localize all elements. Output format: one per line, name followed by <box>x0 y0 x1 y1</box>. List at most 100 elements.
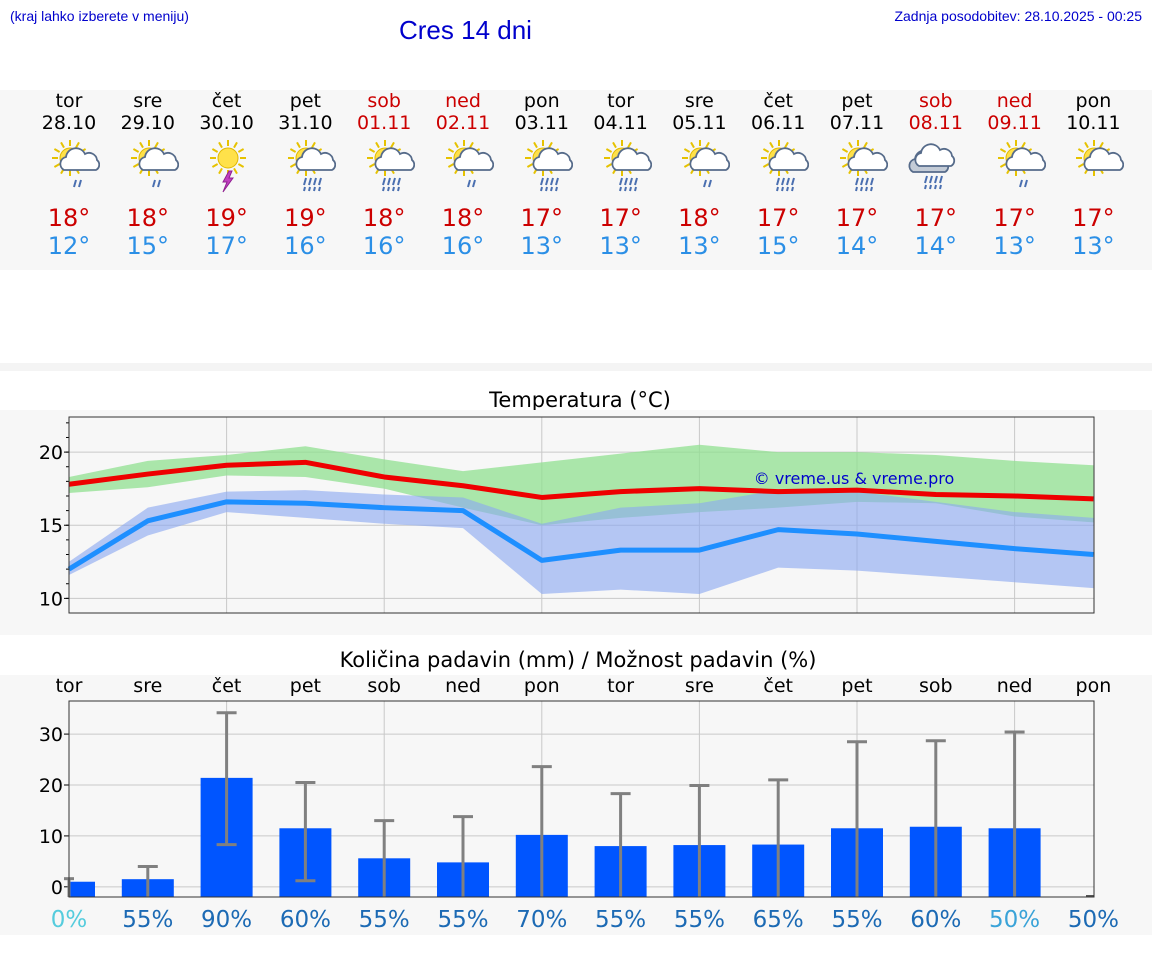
day-name: sre <box>133 90 163 112</box>
precipitation-chance-label: 70% <box>516 907 567 933</box>
min-temperature: 13° <box>993 232 1036 260</box>
section-divider <box>0 363 1152 371</box>
forecast-day-10: čet 06.11 17° 15° <box>738 90 818 260</box>
x-tick-label: ned <box>445 675 481 697</box>
sun-cloud-heavy-rain-icon <box>840 140 888 192</box>
sun-cloud-heavy-rain-icon <box>367 140 416 192</box>
day-date: 28.10 <box>41 112 97 134</box>
sun-cloud-rain-icon <box>446 140 494 188</box>
day-date: 03.11 <box>514 112 569 134</box>
last-updated-label: Zadnja posodobitev: 28.10.2025 - 00:25 <box>894 8 1142 24</box>
min-temperature: 13° <box>1072 232 1115 260</box>
min-temperature: 16° <box>441 232 485 260</box>
x-tick-label: tor <box>607 675 634 697</box>
forecast-day-2: sre 29.10 18° 15° <box>108 90 188 260</box>
max-temperature: 18° <box>362 204 406 232</box>
copyright-annotation: © vreme.us & vreme.pro <box>754 469 955 488</box>
precipitation-chance-label: 55% <box>122 907 173 933</box>
max-temperature-line <box>68 459 1094 502</box>
min-temperature: 17° <box>205 232 248 260</box>
day-name: sob <box>367 90 401 112</box>
sun-thunderstorm-icon <box>209 140 246 193</box>
precipitation-chance-label: 60% <box>910 907 961 933</box>
min-temperature: 16° <box>284 232 327 260</box>
x-tick-label: pon <box>1076 675 1112 697</box>
forecast-day-12: sob 08.11 17° 14° <box>896 90 976 260</box>
x-tick-label: sob <box>367 675 401 697</box>
sun-cloud-rain-icon <box>130 140 179 188</box>
precipitation-chance-label: 90% <box>201 907 252 933</box>
min-temperature: 15° <box>756 232 800 260</box>
day-name: čet <box>211 90 242 112</box>
x-tick-label: sob <box>919 675 953 697</box>
precipitation-chance-label: 0% <box>51 907 88 933</box>
sun-cloud-rain-icon <box>52 140 100 188</box>
sun-cloud-rain-icon <box>682 140 731 188</box>
day-name: tor <box>607 90 635 112</box>
x-tick-label: pet <box>841 675 872 697</box>
plot-frame <box>68 700 1095 898</box>
x-tick-label: čet <box>763 675 793 697</box>
precipitation-chart: tor sre čet pet sob ned pon tor sre čet pet sob ned p… <box>39 675 1119 933</box>
forecast-day-1: tor 28.10 18° 12° <box>29 90 109 260</box>
sun-cloud-heavy-rain-icon <box>524 140 573 192</box>
max-temperature: 19° <box>205 204 248 232</box>
max-temperature: 18° <box>126 204 170 232</box>
forecast-day-13: ned 09.11 17° 13° <box>975 90 1055 260</box>
day-date: 01.11 <box>356 112 412 134</box>
forecast-day-4: pet 31.10 19° 16° <box>265 90 345 260</box>
day-name: sre <box>684 90 714 112</box>
forecast-day-8: tor 04.11 17° 13° <box>581 90 661 260</box>
min-temperature: 16° <box>362 232 406 260</box>
temperature-chart: 10 15 20 © vreme.us & vreme.pro <box>39 416 1095 614</box>
day-date: 07.11 <box>829 112 885 134</box>
day-date: 31.10 <box>278 112 333 134</box>
precipitation-chart-title: Količina padavin (mm) / Možnost padavin … <box>339 648 817 672</box>
x-tick-label: sre <box>133 675 162 697</box>
sun-cloud-icon <box>1076 140 1125 176</box>
precipitation-chance-label: 65% <box>753 907 804 933</box>
precipitation-bar <box>69 881 95 897</box>
forecast-day-7: pon 03.11 17° 13° <box>502 90 582 260</box>
precipitation-chance-label: 55% <box>674 907 725 933</box>
precipitation-chance-label: 55% <box>437 907 488 933</box>
sun-cloud-heavy-rain-icon <box>288 140 337 192</box>
precipitation-chance-label: 60% <box>280 907 331 933</box>
precipitation-chance-label: 50% <box>1068 907 1119 933</box>
max-temperature: 17° <box>914 204 958 232</box>
daily-forecast-strip <box>0 90 1152 270</box>
max-temperature: 19° <box>284 204 327 232</box>
max-temperature: 18° <box>47 204 91 232</box>
day-name: pon <box>523 90 560 112</box>
x-tick-label: tor <box>56 675 83 697</box>
y-tick-label: 10 <box>39 588 63 610</box>
max-temperature: 17° <box>835 204 879 232</box>
day-date: 10.11 <box>1066 112 1121 134</box>
temperature-range-band <box>69 490 1094 594</box>
min-temperature: 13° <box>678 232 721 260</box>
min-temperature: 13° <box>599 232 642 260</box>
max-temperature: 17° <box>993 204 1036 232</box>
day-name: pet <box>841 90 873 112</box>
sun-cloud-heavy-rain-icon <box>761 140 810 192</box>
location-menu-hint: (kraj lahko izberete v meniju) <box>10 8 189 24</box>
precipitation-chance-label: 55% <box>359 907 410 933</box>
x-tick-label: pet <box>290 675 321 697</box>
min-temperature-line <box>67 499 1094 572</box>
forecast-day-14: pon 10.11 17° 13° <box>1053 90 1133 260</box>
y-tick-label: 15 <box>39 515 63 537</box>
day-name: ned <box>996 90 1033 112</box>
day-name: čet <box>763 90 793 112</box>
day-date: 29.10 <box>120 112 175 134</box>
y-tick-label: 0 <box>51 877 63 899</box>
day-name: tor <box>55 90 83 112</box>
forecast-day-11: pet 07.11 17° 14° <box>817 90 897 260</box>
y-tick-label: 30 <box>39 724 63 746</box>
y-tick-label: 20 <box>39 775 63 797</box>
day-name: sob <box>919 90 953 112</box>
day-date: 06.11 <box>750 112 806 134</box>
x-tick-label: sre <box>685 675 714 697</box>
max-temperature: 18° <box>441 204 485 232</box>
sun-cloud-rain-icon <box>997 140 1046 188</box>
x-tick-label: ned <box>997 675 1033 697</box>
